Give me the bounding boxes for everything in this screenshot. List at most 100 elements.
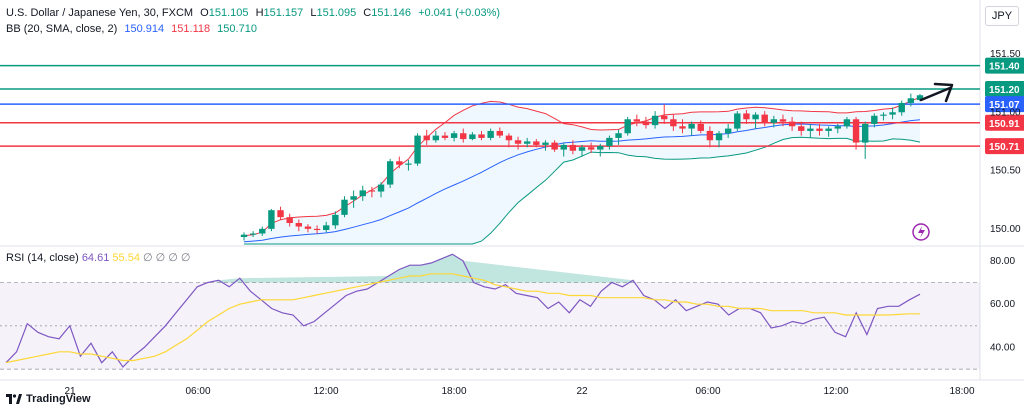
price-tick-label: 150.50 xyxy=(990,166,1021,177)
candle-body xyxy=(624,119,631,134)
time-tick-label: 12:00 xyxy=(823,386,848,397)
candle-body xyxy=(798,126,805,131)
price-tick-label: 151.50 xyxy=(990,49,1021,60)
axes: 151.50 151.00 150.50 150.00 80.00 60.00 40.00 2… xyxy=(64,49,1021,397)
candle-body xyxy=(286,217,293,224)
bb-basis-line xyxy=(243,119,921,243)
rsi-lines xyxy=(5,253,921,368)
candle-body xyxy=(871,115,878,124)
level-tag xyxy=(985,138,1024,155)
candle-body xyxy=(715,133,723,141)
symbol-legend: U.S. Dollar / Japanese Yen, 30, FXCM O15… xyxy=(6,7,504,19)
candle-body xyxy=(460,133,467,140)
candle-body xyxy=(469,134,476,140)
candle-body xyxy=(587,147,595,150)
candle-body xyxy=(240,234,248,238)
candle-body xyxy=(688,123,695,129)
candle-body xyxy=(341,199,348,215)
candle-body xyxy=(916,95,924,101)
ohlc-low: L151.095 xyxy=(310,7,357,19)
ohlc-high: H151.157 xyxy=(255,7,304,19)
level-tag xyxy=(985,96,1024,113)
candle-body xyxy=(368,190,376,192)
candle-body xyxy=(880,114,887,116)
candle-body xyxy=(313,228,321,231)
time-tick-label: 06:00 xyxy=(185,386,210,397)
candle-body xyxy=(843,119,851,127)
grid xyxy=(0,0,1024,381)
bb-fill xyxy=(244,97,920,244)
candle-body xyxy=(359,190,366,197)
ohlc-open: O151.105 xyxy=(200,7,249,19)
level-tag-label: 150.91 xyxy=(989,119,1020,130)
candle-body xyxy=(396,161,403,165)
bb-legend[interactable]: BB (20, SMA, close, 2) 150.914 151.118 1… xyxy=(6,23,261,35)
candle-body xyxy=(523,141,531,144)
bb-lower-value: 150.710 xyxy=(217,23,257,35)
candle-body xyxy=(779,119,787,122)
rsi-legend[interactable]: RSI (14, close) 64.61 55.54 ∅ ∅ ∅ ∅ xyxy=(6,251,191,264)
horizontal-levels[interactable]: 151.40 151.20 151.07 150.91 150.71 xyxy=(0,57,1024,155)
candle-body xyxy=(441,135,449,138)
branding-text: TradingView xyxy=(26,393,91,405)
level-tag-label: 151.40 xyxy=(989,62,1020,73)
level-tag xyxy=(985,114,1024,131)
candle-body xyxy=(569,144,577,151)
candle-body xyxy=(706,130,714,141)
candle-body xyxy=(807,128,814,131)
candle-body xyxy=(761,114,768,123)
price-tick-label: 150.00 xyxy=(990,224,1021,235)
candle-body xyxy=(405,163,412,165)
candle-body xyxy=(377,184,385,192)
candle-body xyxy=(907,98,915,103)
candle-body xyxy=(249,233,257,235)
rsi-tick-label: 40.00 xyxy=(990,343,1015,354)
candle-body xyxy=(861,123,869,143)
candle-body xyxy=(432,135,440,141)
candle-body xyxy=(697,123,704,131)
currency-button[interactable]: JPY xyxy=(985,6,1019,26)
candle-body xyxy=(268,210,275,229)
level-tag-label: 151.07 xyxy=(989,100,1020,111)
candle-body xyxy=(734,113,741,129)
lightning-icon-ring xyxy=(912,223,930,241)
candle-body xyxy=(642,121,650,126)
candle-body xyxy=(450,133,458,138)
rsi-ma-line xyxy=(5,273,920,364)
candle-body xyxy=(578,147,586,151)
candle-body xyxy=(478,134,485,138)
candlesticks xyxy=(240,93,924,241)
bb-basis-value: 150.914 xyxy=(124,23,165,35)
candle-body xyxy=(724,128,732,134)
candle-body xyxy=(606,137,613,147)
time-tick-label: 22 xyxy=(576,386,588,397)
candle-body xyxy=(514,140,522,144)
time-tick-label: 12:00 xyxy=(313,386,338,397)
time-tick-label: 18:00 xyxy=(441,386,466,397)
rsi-tick-label: 60.00 xyxy=(990,299,1015,310)
ohlc-change: +0.041 (+0.03%) xyxy=(418,7,501,19)
rsi-ma-value: 55.54 xyxy=(112,252,140,264)
candle-body xyxy=(505,135,513,141)
candle-body xyxy=(533,141,540,145)
candle-body xyxy=(816,128,823,131)
ohlc-close: C151.146 xyxy=(363,7,412,19)
annotations xyxy=(912,82,954,241)
candle-body xyxy=(852,119,860,143)
rsi-placeholders: ∅ ∅ ∅ ∅ xyxy=(143,252,191,264)
candle-body xyxy=(423,135,430,141)
time-tick-label: 21 xyxy=(64,386,76,397)
candle-body xyxy=(752,114,759,120)
candle-body xyxy=(350,196,357,200)
candle-body xyxy=(633,119,641,122)
tradingview-logo[interactable]: TradingView xyxy=(6,393,91,405)
candle-body xyxy=(651,115,659,126)
time-tick-label: 06:00 xyxy=(695,386,720,397)
bb-upper-value: 151.118 xyxy=(171,23,211,35)
price-tick-label: 151.00 xyxy=(990,107,1021,118)
rsi-value: 64.61 xyxy=(81,252,110,264)
candle-body xyxy=(323,225,330,231)
candle-body xyxy=(551,142,558,150)
candle-body xyxy=(542,142,549,145)
